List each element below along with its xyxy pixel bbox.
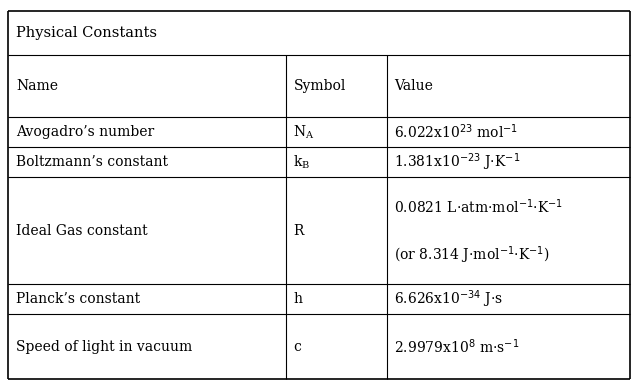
Text: Boltzmann’s constant: Boltzmann’s constant [16,155,168,169]
Text: Speed of light in vacuum: Speed of light in vacuum [16,340,192,353]
Text: Avogadro’s number: Avogadro’s number [16,125,154,139]
Text: 6.022x10$^{23}$ mol$^{-1}$: 6.022x10$^{23}$ mol$^{-1}$ [394,123,518,141]
Text: c: c [293,340,301,353]
Text: 1.381x10$^{-23}$ J$\cdot$K$^{-1}$: 1.381x10$^{-23}$ J$\cdot$K$^{-1}$ [394,151,521,173]
Text: R: R [293,224,304,238]
Text: Value: Value [394,79,433,93]
Text: 2.9979x10$^{8}$ m$\cdot$s$^{-1}$: 2.9979x10$^{8}$ m$\cdot$s$^{-1}$ [394,337,520,356]
Text: N$_\mathregular{A}$: N$_\mathregular{A}$ [293,123,315,141]
Text: 6.626x10$^{-34}$ J$\cdot$s: 6.626x10$^{-34}$ J$\cdot$s [394,288,503,310]
Text: Symbol: Symbol [293,79,346,93]
Text: 0.0821 L$\cdot$atm$\cdot$mol$^{-1}$$\cdot$K$^{-1}$: 0.0821 L$\cdot$atm$\cdot$mol$^{-1}$$\cdo… [394,197,563,216]
Text: (or 8.314 J$\cdot$mol$^{-1}$$\cdot$K$^{-1}$): (or 8.314 J$\cdot$mol$^{-1}$$\cdot$K$^{-… [394,244,550,266]
Text: Ideal Gas constant: Ideal Gas constant [16,224,147,238]
Text: Name: Name [16,79,58,93]
Text: Physical Constants: Physical Constants [16,26,157,40]
Text: k$_\mathregular{B}$: k$_\mathregular{B}$ [293,154,311,171]
Text: Planck’s constant: Planck’s constant [16,292,140,306]
Text: h: h [293,292,302,306]
